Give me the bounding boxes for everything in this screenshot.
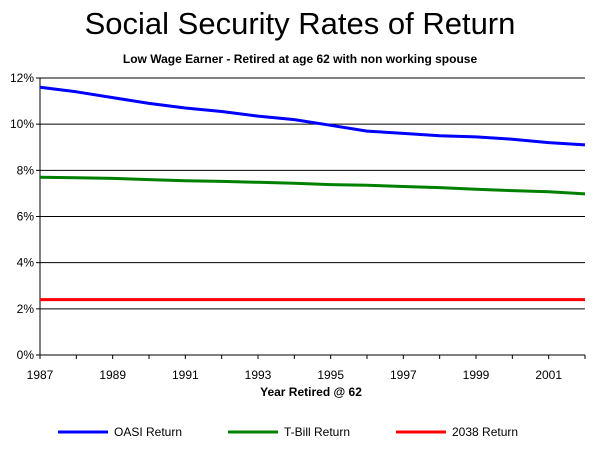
- legend-label: OASI Return: [114, 425, 182, 439]
- axes: [36, 77, 586, 359]
- gridlines: [40, 77, 585, 356]
- y-tick-label: 8%: [17, 163, 35, 177]
- y-tick-label: 2%: [17, 302, 35, 316]
- y-tick-label: 12%: [10, 71, 34, 85]
- y-tick-label: 4%: [17, 256, 35, 270]
- legend-label: T-Bill Return: [284, 425, 350, 439]
- chart-subtitle: Low Wage Earner - Retired at age 62 with…: [122, 52, 478, 66]
- x-tick-label: 1997: [390, 368, 417, 382]
- y-tick-label: 10%: [10, 117, 34, 131]
- y-tick-label: 0%: [17, 348, 35, 362]
- x-tick-label: 1989: [99, 368, 126, 382]
- x-tick-label: 1999: [463, 368, 490, 382]
- chart-title: Social Security Rates of Return: [84, 6, 516, 41]
- series-lines: [39, 85, 586, 302]
- x-tick-label: 1991: [172, 368, 199, 382]
- legend-label: 2038 Return: [452, 425, 518, 439]
- series-line-t-bill-return: [39, 175, 586, 196]
- legend-item: OASI Return: [58, 425, 182, 439]
- y-tick-labels: 0% 2% 4% 6% 8% 10% 12%: [10, 71, 34, 362]
- x-tick-label: 1995: [317, 368, 344, 382]
- x-tick-label: 1993: [245, 368, 272, 382]
- x-tick-label: 2001: [535, 368, 562, 382]
- legend: OASI Return T-Bill Return 2038 Return: [58, 425, 518, 439]
- y-tick-label: 6%: [17, 210, 35, 224]
- x-axis-title: Year Retired @ 62: [260, 385, 362, 399]
- legend-item: T-Bill Return: [228, 425, 350, 439]
- series-line-oasi-return: [39, 85, 586, 147]
- x-tick-label: 1987: [27, 368, 54, 382]
- legend-item: 2038 Return: [396, 425, 518, 439]
- x-tick-labels: 1987 1989 1991 1993 1995 1997 1999 2001: [27, 368, 563, 382]
